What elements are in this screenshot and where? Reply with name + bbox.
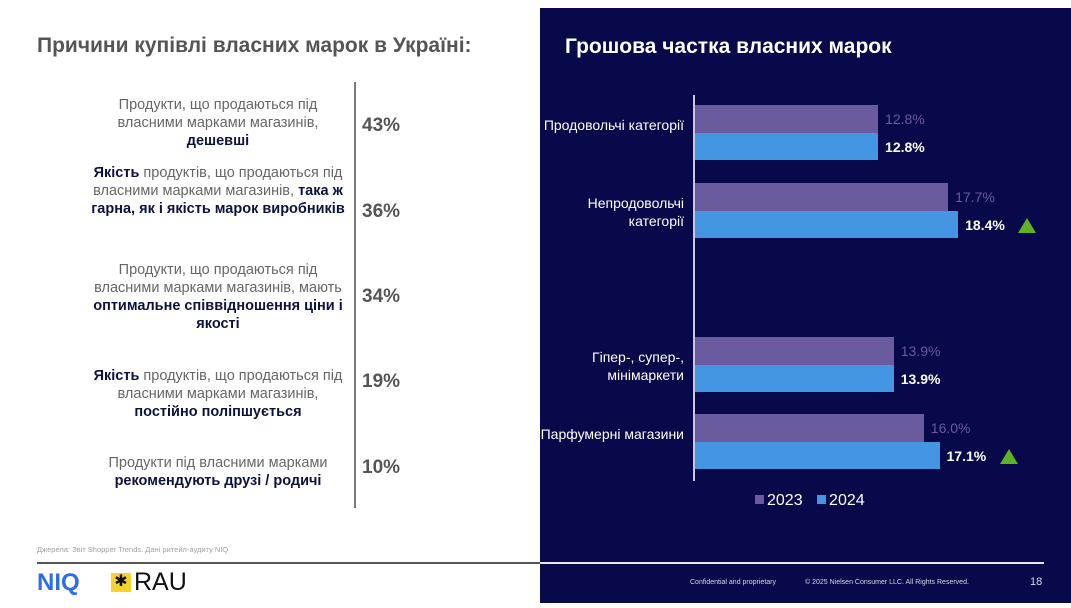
reason-plain: продуктів, що продаються під власними ма…	[93, 165, 343, 199]
legend-label: 2024	[829, 492, 865, 509]
reason-emphasis: рекомендують друзі / родичі	[114, 473, 322, 489]
legend-label: 2023	[767, 492, 803, 509]
increase-triangle-icon	[1018, 218, 1037, 233]
data-label-2023: 17.7%	[955, 189, 995, 205]
divider-line	[354, 82, 356, 508]
confidential-note: Confidential and proprietary	[690, 579, 776, 586]
reason-emphasis: оптимальне співвідношення ціни і якості	[93, 298, 343, 332]
reason-emphasis: дешевші	[186, 133, 250, 149]
category-label: Непродовольчі категорії	[587, 195, 684, 229]
page-number: 18	[1030, 576, 1043, 588]
reason-percent: 43%	[362, 115, 401, 136]
reason-percent: 10%	[362, 457, 401, 478]
reason-text: Продукти, що продаються під власними мар…	[90, 261, 346, 333]
data-label-2024: 18.4%	[965, 217, 1005, 233]
reason-plain: Продукти, що продаються під власними мар…	[117, 97, 319, 131]
reason-percent: 34%	[362, 286, 401, 307]
bar-2023	[695, 183, 949, 211]
reason-emphasis: Якість	[93, 165, 140, 181]
data-label-2023: 16.0%	[930, 420, 971, 436]
footer-line	[37, 562, 540, 564]
data-label-2023: 13.9%	[900, 343, 941, 359]
bar-2023	[695, 105, 879, 133]
footer-line-right	[540, 562, 1044, 564]
legend-swatch-2023	[755, 495, 764, 504]
data-label-2023: 12.8%	[885, 111, 925, 127]
legend-item-2023: 2023	[755, 492, 803, 509]
reason-text: Продукти під власними марками рекомендую…	[90, 454, 346, 490]
left-title: Причини купівлі власних марок в Україні:	[37, 34, 472, 57]
reason-plain: Продукти, що продаються під власними мар…	[94, 262, 342, 296]
rau-logo: RAU	[134, 568, 187, 596]
data-label-2024: 17.1%	[946, 448, 987, 464]
chart-legend: 2023 2024	[755, 492, 875, 510]
reason-plain: Продукти під власними марками	[108, 455, 328, 471]
reason-text: Продукти, що продаються під власними мар…	[90, 96, 346, 150]
reason-percent: 36%	[362, 201, 401, 222]
data-label-2024: 12.8%	[885, 139, 925, 155]
bar-2024	[695, 211, 959, 238]
rau-logo-badge	[111, 573, 131, 592]
bar-2023	[695, 414, 924, 442]
reason-percent: 19%	[362, 371, 401, 392]
data-label-2024: 13.9%	[900, 371, 941, 387]
reason-emphasis: постійно поліпшується	[134, 404, 302, 420]
legend-swatch-2024	[817, 495, 827, 504]
reason-text: Якість продуктів, що продаються під влас…	[90, 164, 346, 218]
chart-axis	[693, 95, 695, 481]
reason-emphasis: Якість	[93, 368, 140, 384]
increase-triangle-icon	[999, 449, 1018, 464]
category-label: Гіпер-, супер-, мінімаркети	[592, 349, 684, 383]
bar-2024	[695, 365, 894, 392]
copyright-note: © 2025 Nielsen Consumer LLC. All Rights …	[805, 579, 969, 586]
reason-text: Якість продуктів, що продаються під влас…	[90, 367, 346, 421]
bar-2023	[695, 337, 894, 365]
chart-panel	[540, 8, 1071, 603]
source-note: Джерела: Звіт Shopper Trends. Дані ритей…	[37, 545, 229, 554]
bar-2024	[695, 442, 940, 469]
niq-logo: NIQ	[37, 569, 80, 596]
chart-title: Грошова частка власних марок	[565, 35, 892, 58]
legend-item-2024: 2024	[817, 492, 865, 509]
reason-plain: продуктів, що продаються під власними ма…	[117, 368, 343, 402]
bar-2024	[695, 133, 879, 160]
reason-emphasis: така ж гарна, як і якість марок виробник…	[91, 183, 345, 217]
rau-star-icon: ✱	[114, 573, 128, 590]
category-label: Продовольчі категорії	[543, 117, 684, 133]
category-label: Парфумерні магазини	[540, 426, 684, 442]
